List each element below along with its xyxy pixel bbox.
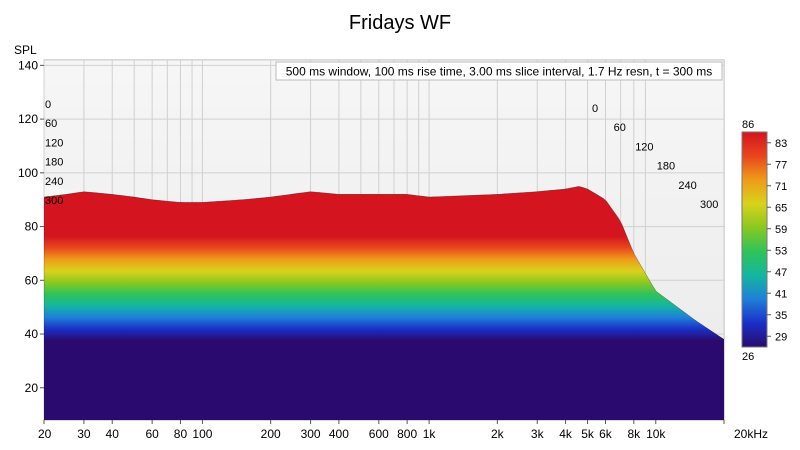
time-label-right: 240	[678, 180, 696, 192]
colorbar-tick-label: 65	[775, 202, 787, 214]
x-tick-label: 20	[38, 427, 52, 441]
colorbar-min-label: 26	[742, 351, 754, 363]
time-label-right: 60	[614, 122, 626, 134]
x-tick-label: 600	[369, 427, 389, 441]
x-tick-label: 100	[192, 427, 212, 441]
x-tick-label: 20kHz	[734, 427, 768, 441]
waterfall-slices	[44, 186, 724, 420]
y-tick-label: 140	[18, 58, 38, 72]
time-label-right: 300	[700, 199, 718, 211]
y-tick-label: 40	[25, 327, 39, 341]
colorbar-tick-label: 71	[775, 181, 787, 193]
x-tick-label: 6k	[599, 427, 613, 441]
colorbar-tick-label: 53	[775, 245, 787, 257]
time-label-left: 180	[45, 157, 63, 169]
y-axis-ticks: 20 40 60 80 100 120 140	[18, 58, 44, 395]
x-tick-label: 300	[301, 427, 321, 441]
x-tick-label: 4k	[559, 427, 573, 441]
x-tick-label: 400	[329, 427, 349, 441]
colorbar-ticks: 29 35 41 47 53 59 65 71 77 83	[767, 138, 787, 343]
time-label-right: 120	[635, 141, 653, 153]
x-tick-label: 5k	[581, 427, 595, 441]
x-axis-ticks: 20 30 40 60 80 100 200 300 400 600 800 1k 2k 3k 4k 5k 6k…	[38, 420, 768, 441]
colorbar-tick-label: 77	[775, 159, 787, 171]
colorbar-tick-label: 83	[775, 138, 787, 150]
colorbar-tick-label: 41	[775, 288, 787, 300]
y-tick-label: 120	[18, 112, 38, 126]
y-tick-label: 100	[18, 166, 38, 180]
y-tick-label: 20	[25, 381, 39, 395]
y-tick-label: 60	[25, 273, 39, 287]
x-tick-label: 80	[174, 427, 188, 441]
y-axis-label: SPL	[14, 43, 37, 57]
colorbar-tick-label: 35	[775, 310, 787, 322]
y-tick-label: 80	[25, 220, 39, 234]
x-tick-label: 30	[77, 427, 91, 441]
x-tick-label: 40	[106, 427, 120, 441]
time-label-left: 120	[45, 137, 63, 149]
colorbar-tick-label: 59	[775, 224, 787, 236]
colorbar-tick-label: 29	[775, 331, 787, 343]
x-tick-label: 1k	[423, 427, 437, 441]
x-tick-label: 10k	[646, 427, 666, 441]
x-tick-label: 800	[397, 427, 417, 441]
chart-title: Fridays WF	[349, 12, 451, 34]
time-label-right: 0	[592, 103, 598, 115]
x-tick-label: 200	[261, 427, 281, 441]
settings-annotation: 500 ms window, 100 ms rise time, 3.00 ms…	[286, 65, 713, 79]
time-label-left: 300	[45, 195, 63, 207]
time-label-left: 240	[45, 176, 63, 188]
time-label-left: 60	[45, 118, 57, 130]
x-tick-label: 2k	[491, 427, 505, 441]
colorbar-tick-label: 47	[775, 267, 787, 279]
x-tick-label: 3k	[531, 427, 545, 441]
colorbar	[741, 131, 768, 348]
settings-annotation-box	[275, 61, 723, 81]
waterfall-slice	[44, 186, 724, 420]
x-tick-label: 8k	[627, 427, 641, 441]
colorbar-max-label: 86	[742, 119, 754, 131]
x-tick-label: 60	[145, 427, 159, 441]
time-label-left: 0	[45, 99, 51, 111]
time-label-right: 180	[657, 161, 675, 173]
